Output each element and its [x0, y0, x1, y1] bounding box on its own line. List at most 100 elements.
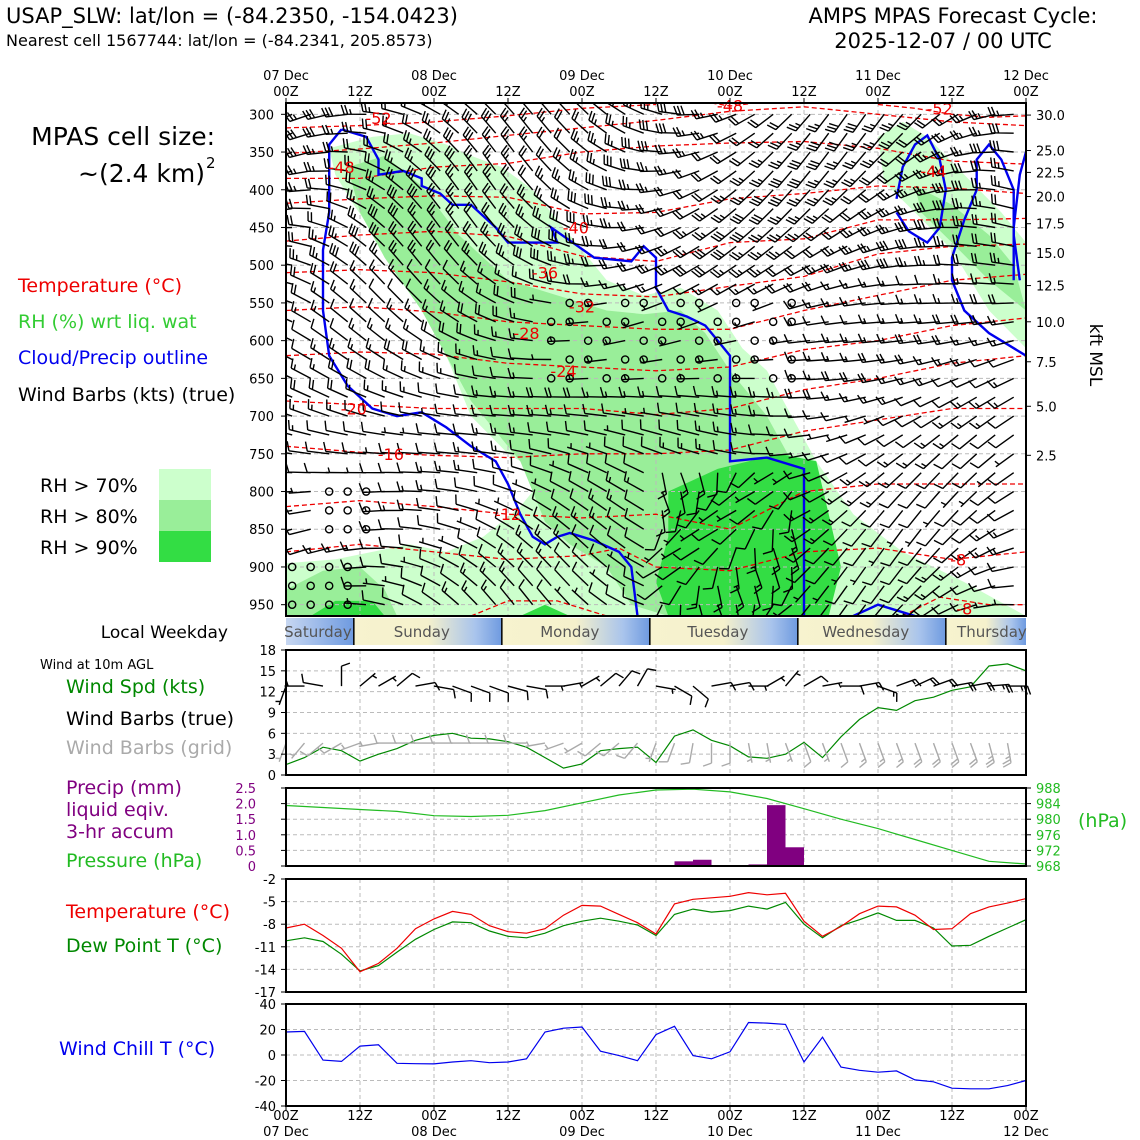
upper-wind-barb: [518, 107, 534, 134]
upper-wind-barb: [471, 365, 496, 380]
upper-wind-barb: [456, 322, 478, 342]
bottom-date-label: 09 Dec: [559, 1125, 605, 1140]
upper-wind-barb: [439, 300, 460, 323]
upper-wind-barb: [698, 509, 719, 524]
upper-wind-barb: [912, 334, 940, 345]
upper-wind-barb: [305, 194, 330, 210]
upper-wind-barb: [634, 283, 663, 294]
upper-wind-barb: [711, 528, 737, 545]
upper-wind-barb: [603, 425, 626, 436]
upper-wind-barb: [898, 509, 922, 529]
upper-wind-barb: [422, 128, 441, 153]
upper-wind-barb: [344, 399, 367, 417]
upper-wind-barb: [971, 214, 996, 229]
upper-wind-barb-calm: [546, 317, 556, 327]
upper-wind-barb: [605, 112, 626, 134]
precip-tick-label: 2.0: [235, 798, 256, 813]
upper-wind-barb: [550, 488, 571, 511]
wind-speed-legend: Wind Spd (kts): [66, 676, 205, 698]
upper-wind-barb: [914, 274, 940, 285]
grid-wind-barb: [645, 742, 657, 763]
upper-wind-barb: [575, 103, 589, 115]
upper-wind-barb: [894, 333, 922, 345]
upper-wind-barb: [801, 281, 829, 292]
upper-wind-barb: [383, 338, 404, 361]
upper-wind-barb: [894, 221, 922, 233]
upper-wind-barb-calm: [324, 524, 334, 534]
y-tick-label: -11: [255, 941, 276, 956]
true-wind-barb: [618, 670, 641, 687]
upper-wind-barb: [751, 355, 774, 362]
upper-wind-barb: [949, 377, 977, 388]
upper-wind-barb: [656, 604, 663, 616]
upper-wind-barb: [672, 189, 700, 200]
upper-wind-barb: [368, 221, 386, 247]
upper-wind-barb: [286, 299, 293, 304]
temperature-contour: [286, 243, 1026, 298]
upper-wind-barb: [489, 366, 515, 380]
upper-wind-barb: [329, 298, 349, 323]
upper-wind-barb: [949, 146, 977, 157]
top-hour-label: 00Z: [273, 85, 299, 100]
upper-wind-barb: [619, 158, 644, 172]
upper-wind-barb: [589, 524, 608, 549]
upper-wind-barb: [849, 566, 867, 586]
upper-wind-barb: [342, 138, 367, 153]
upper-wind-barb: [598, 259, 626, 270]
upper-wind-barb: [306, 420, 330, 436]
upper-wind-barb: [571, 542, 589, 568]
upper-wind-barb: [678, 321, 700, 330]
upper-wind-barb: [443, 239, 460, 266]
upper-wind-barb: [863, 415, 885, 425]
upper-wind-barb: [802, 245, 830, 259]
upper-wind-barb: [400, 556, 422, 568]
upper-wind-barb: [879, 566, 904, 586]
upper-wind-barb: [567, 190, 589, 210]
upper-wind-barb: [340, 104, 367, 115]
upper-wind-barb: [380, 401, 404, 417]
temperature-contour: [286, 543, 1026, 572]
upper-wind-barb: [381, 576, 404, 587]
top-date-label: 11 Dec: [855, 69, 901, 84]
upper-wind-barb: [323, 441, 348, 455]
grid-wind-barb: [447, 734, 471, 744]
grid-wind-barb: [563, 742, 583, 754]
upper-wind-barb: [672, 264, 700, 277]
upper-wind-barb: [618, 179, 644, 191]
upper-wind-barb: [987, 490, 1015, 504]
upper-wind-barb: [531, 478, 552, 493]
upper-wind-barb: [986, 337, 1014, 347]
upper-wind-barb: [368, 278, 386, 304]
upper-wind-barb-calm: [639, 336, 648, 345]
height-tick-label: 22.5: [1036, 166, 1065, 181]
upper-wind-barb: [478, 241, 497, 266]
upper-wind-barb: [566, 373, 589, 381]
upper-wind-barb: [932, 254, 959, 266]
upper-wind-barb: [459, 260, 478, 285]
upper-wind-barb: [400, 567, 422, 587]
pressure-tick-label: 984: [1036, 798, 1061, 813]
upper-wind-barb: [986, 358, 1014, 368]
upper-wind-barb: [426, 182, 441, 210]
upper-wind-barb: [571, 109, 589, 134]
pressure-tick-label: 972: [1036, 844, 1061, 859]
upper-wind-barb: [481, 182, 497, 210]
precip-tick-label: 0: [248, 860, 256, 875]
upper-wind-barb: [876, 333, 903, 344]
upper-wind-barb: [748, 151, 774, 169]
bottom-hour-label: 12Z: [939, 1109, 965, 1124]
upper-wind-barb: [385, 166, 404, 191]
upper-wind-barb: [621, 136, 644, 153]
upper-wind-barb: [875, 353, 903, 364]
upper-wind-barb: [986, 315, 1014, 326]
upper-wind-barb: [734, 490, 756, 504]
grid-wind-barb: [289, 742, 306, 759]
upper-wind-barb: [453, 364, 478, 380]
upper-wind-barb: [442, 127, 460, 153]
upper-wind-barb: [398, 402, 422, 417]
upper-wind-barb: [801, 490, 830, 503]
upper-wind-barb: [782, 282, 811, 293]
upper-wind-barb: [672, 226, 700, 240]
upper-wind-barb: [748, 170, 774, 188]
upper-wind-barb: [967, 358, 996, 368]
